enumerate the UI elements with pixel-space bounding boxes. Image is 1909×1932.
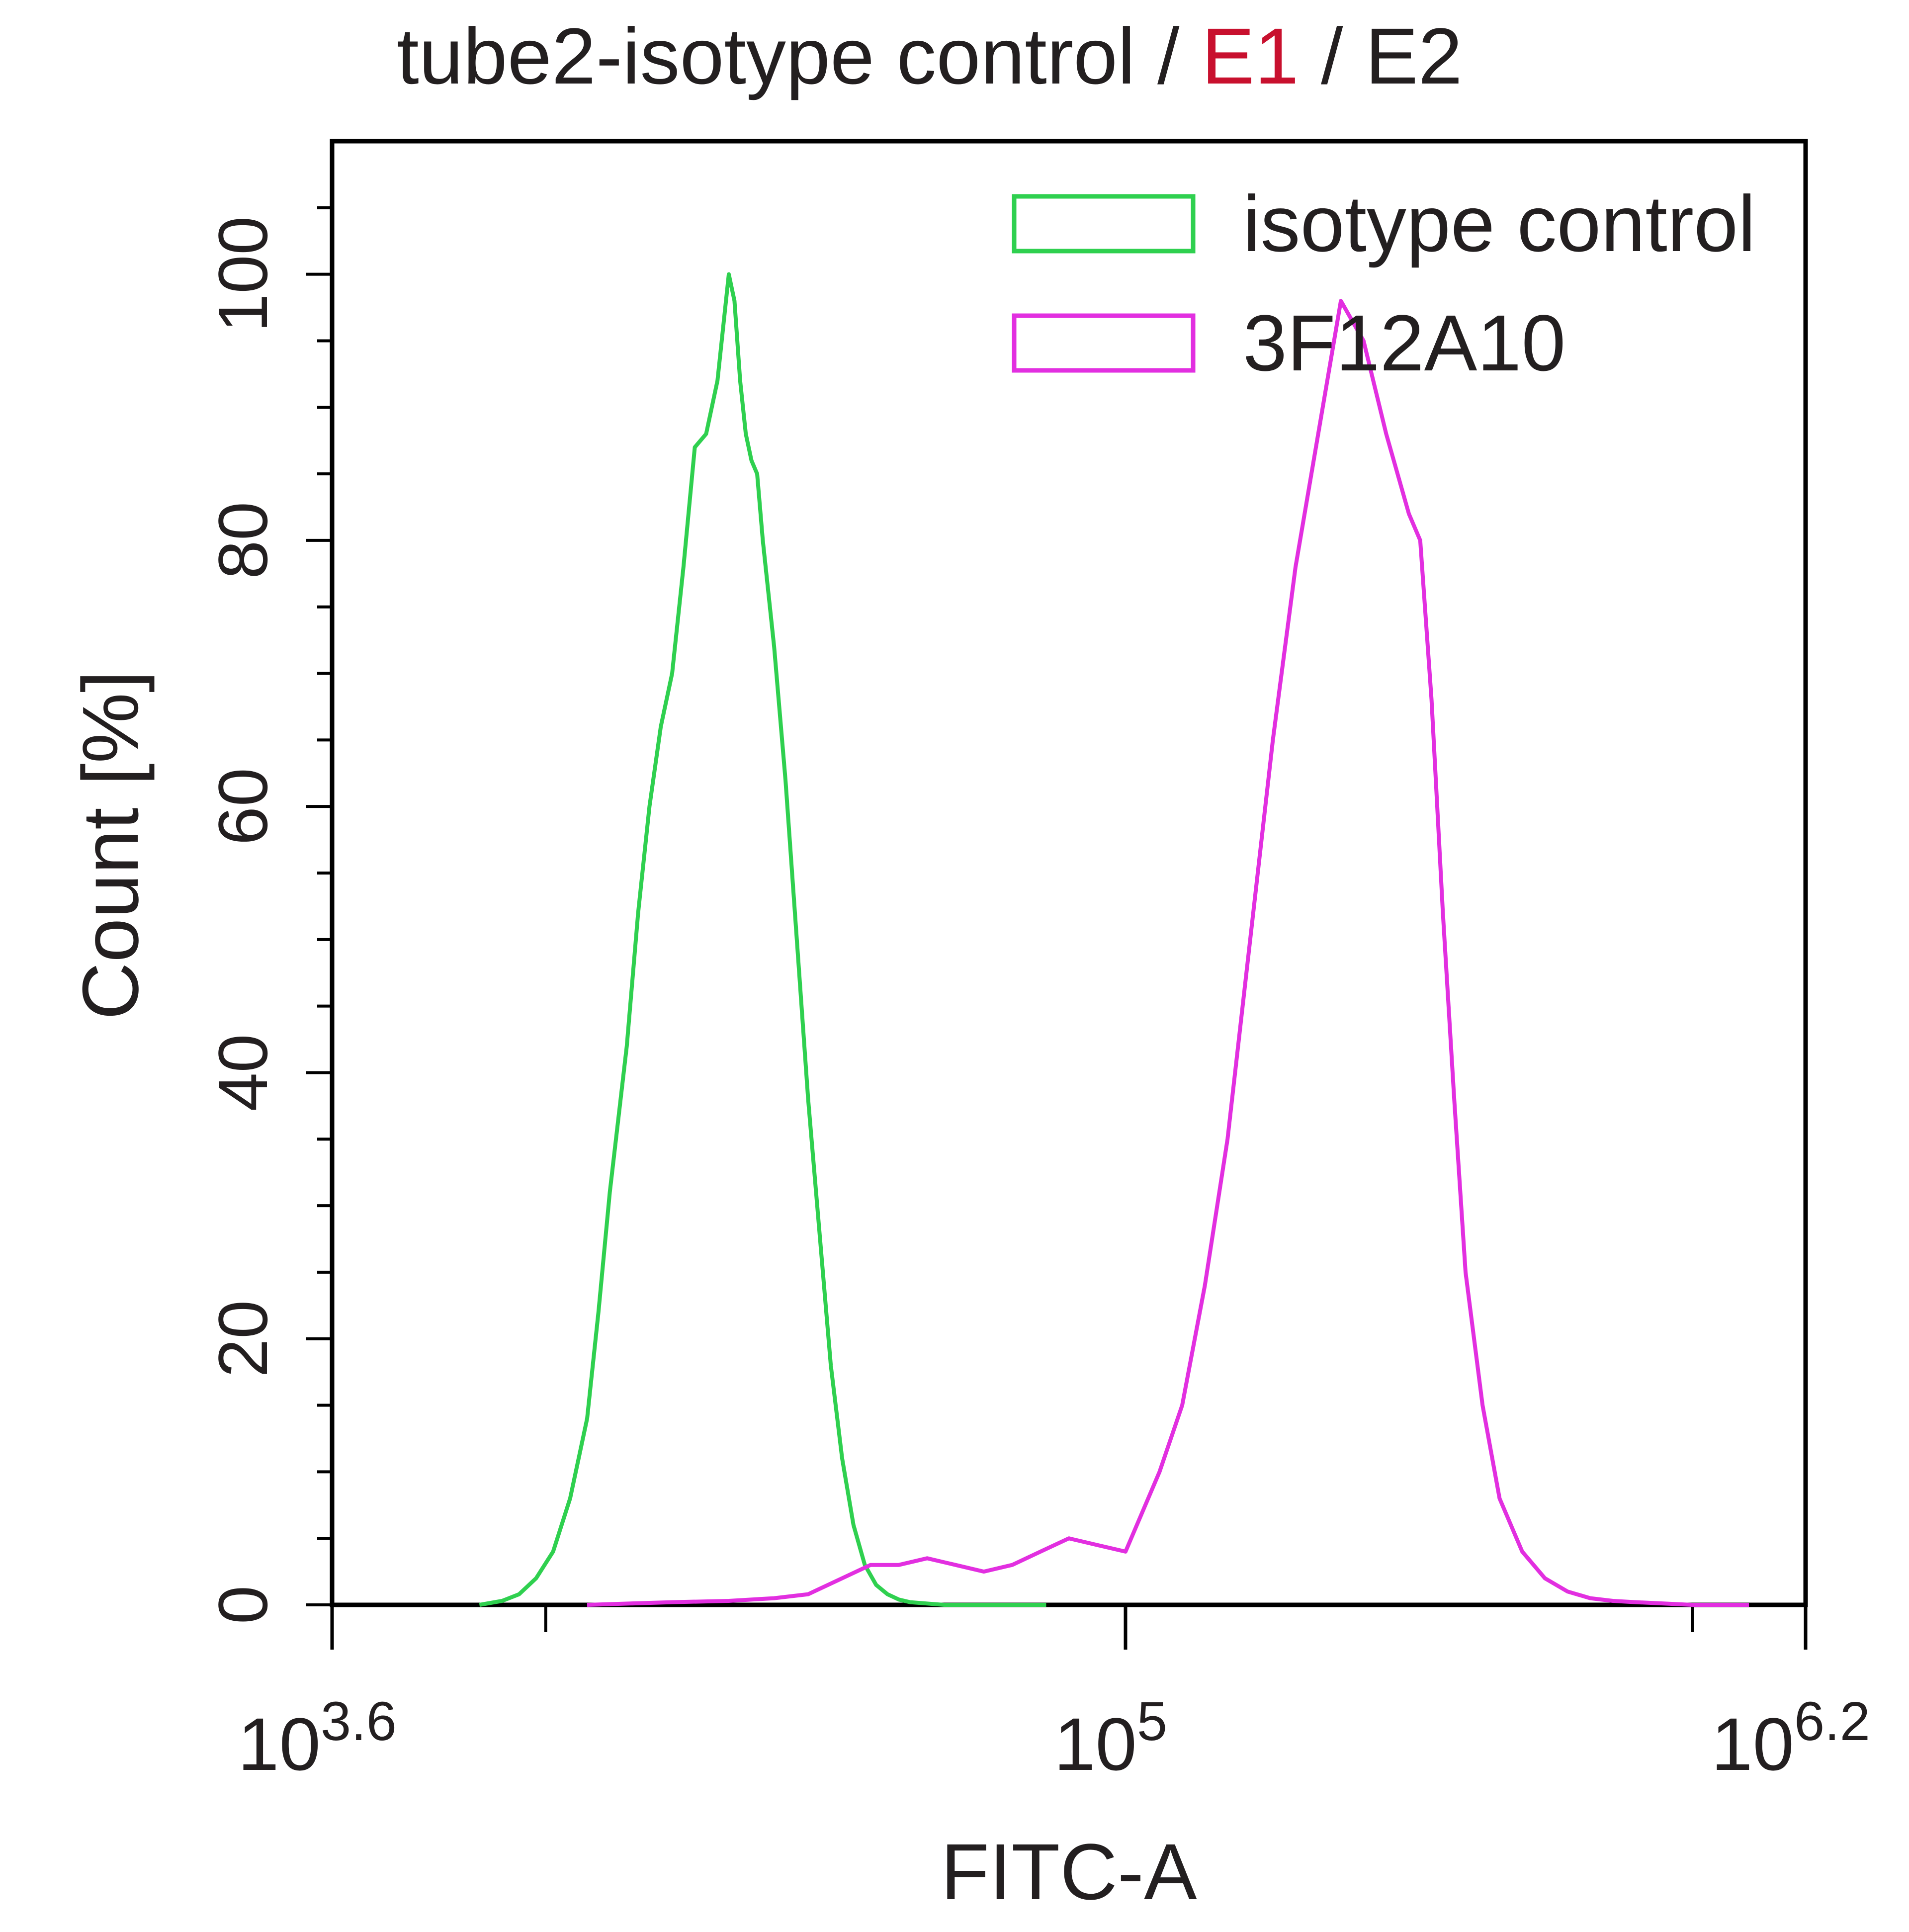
legend-label: 3F12A10: [1243, 298, 1565, 387]
x-tick-base: 10: [238, 1702, 321, 1786]
title-part: tube2-isotype control /: [397, 11, 1202, 100]
y-tick-label: 100: [204, 216, 282, 333]
x-tick-base: 10: [1711, 1702, 1794, 1786]
y-axis-label: Count [%]: [66, 671, 155, 1020]
x-tick-label: 105: [1054, 1691, 1167, 1786]
x-tick-exponent: 6.2: [1794, 1691, 1870, 1752]
y-tick-label: 60: [204, 768, 282, 845]
legend: isotype control 3F12A10: [1012, 179, 1756, 387]
series-line-3f12a10: [587, 299, 1749, 1607]
chart-title: tube2-isotype control / E1 / E2: [397, 11, 1462, 100]
title-part: E1: [1202, 11, 1299, 100]
x-axis-label: FITC-A: [941, 1827, 1197, 1916]
title-part: E2: [1365, 11, 1463, 100]
x-tick-label: 106.2: [1711, 1691, 1870, 1786]
x-tick-base: 10: [1054, 1702, 1137, 1786]
x-tick-exponent: 3.6: [321, 1691, 397, 1752]
title-text: tube2-isotype control / E1 / E2: [397, 11, 1462, 100]
plot-area: [330, 139, 1808, 1607]
y-tick-label: 20: [204, 1300, 282, 1378]
x-tick-label: 103.6: [238, 1691, 397, 1786]
title-part: /: [1299, 11, 1365, 100]
legend-label: isotype control: [1243, 179, 1756, 268]
y-tick-label: 40: [204, 1034, 282, 1112]
x-axis: 103.6 105 106.2: [238, 1605, 1870, 1786]
legend-swatch: [1012, 194, 1196, 254]
y-tick-label: 80: [204, 502, 282, 579]
x-tick-exponent: 5: [1137, 1691, 1167, 1752]
series-line-isotype-control: [479, 272, 1046, 1607]
legend-swatch: [1012, 313, 1196, 373]
plot-frame: [330, 139, 1808, 1607]
series-lines: [479, 272, 1749, 1607]
y-axis: 0 20 40 60 80 100: [204, 206, 332, 1624]
y-tick-label: 0: [204, 1585, 282, 1624]
